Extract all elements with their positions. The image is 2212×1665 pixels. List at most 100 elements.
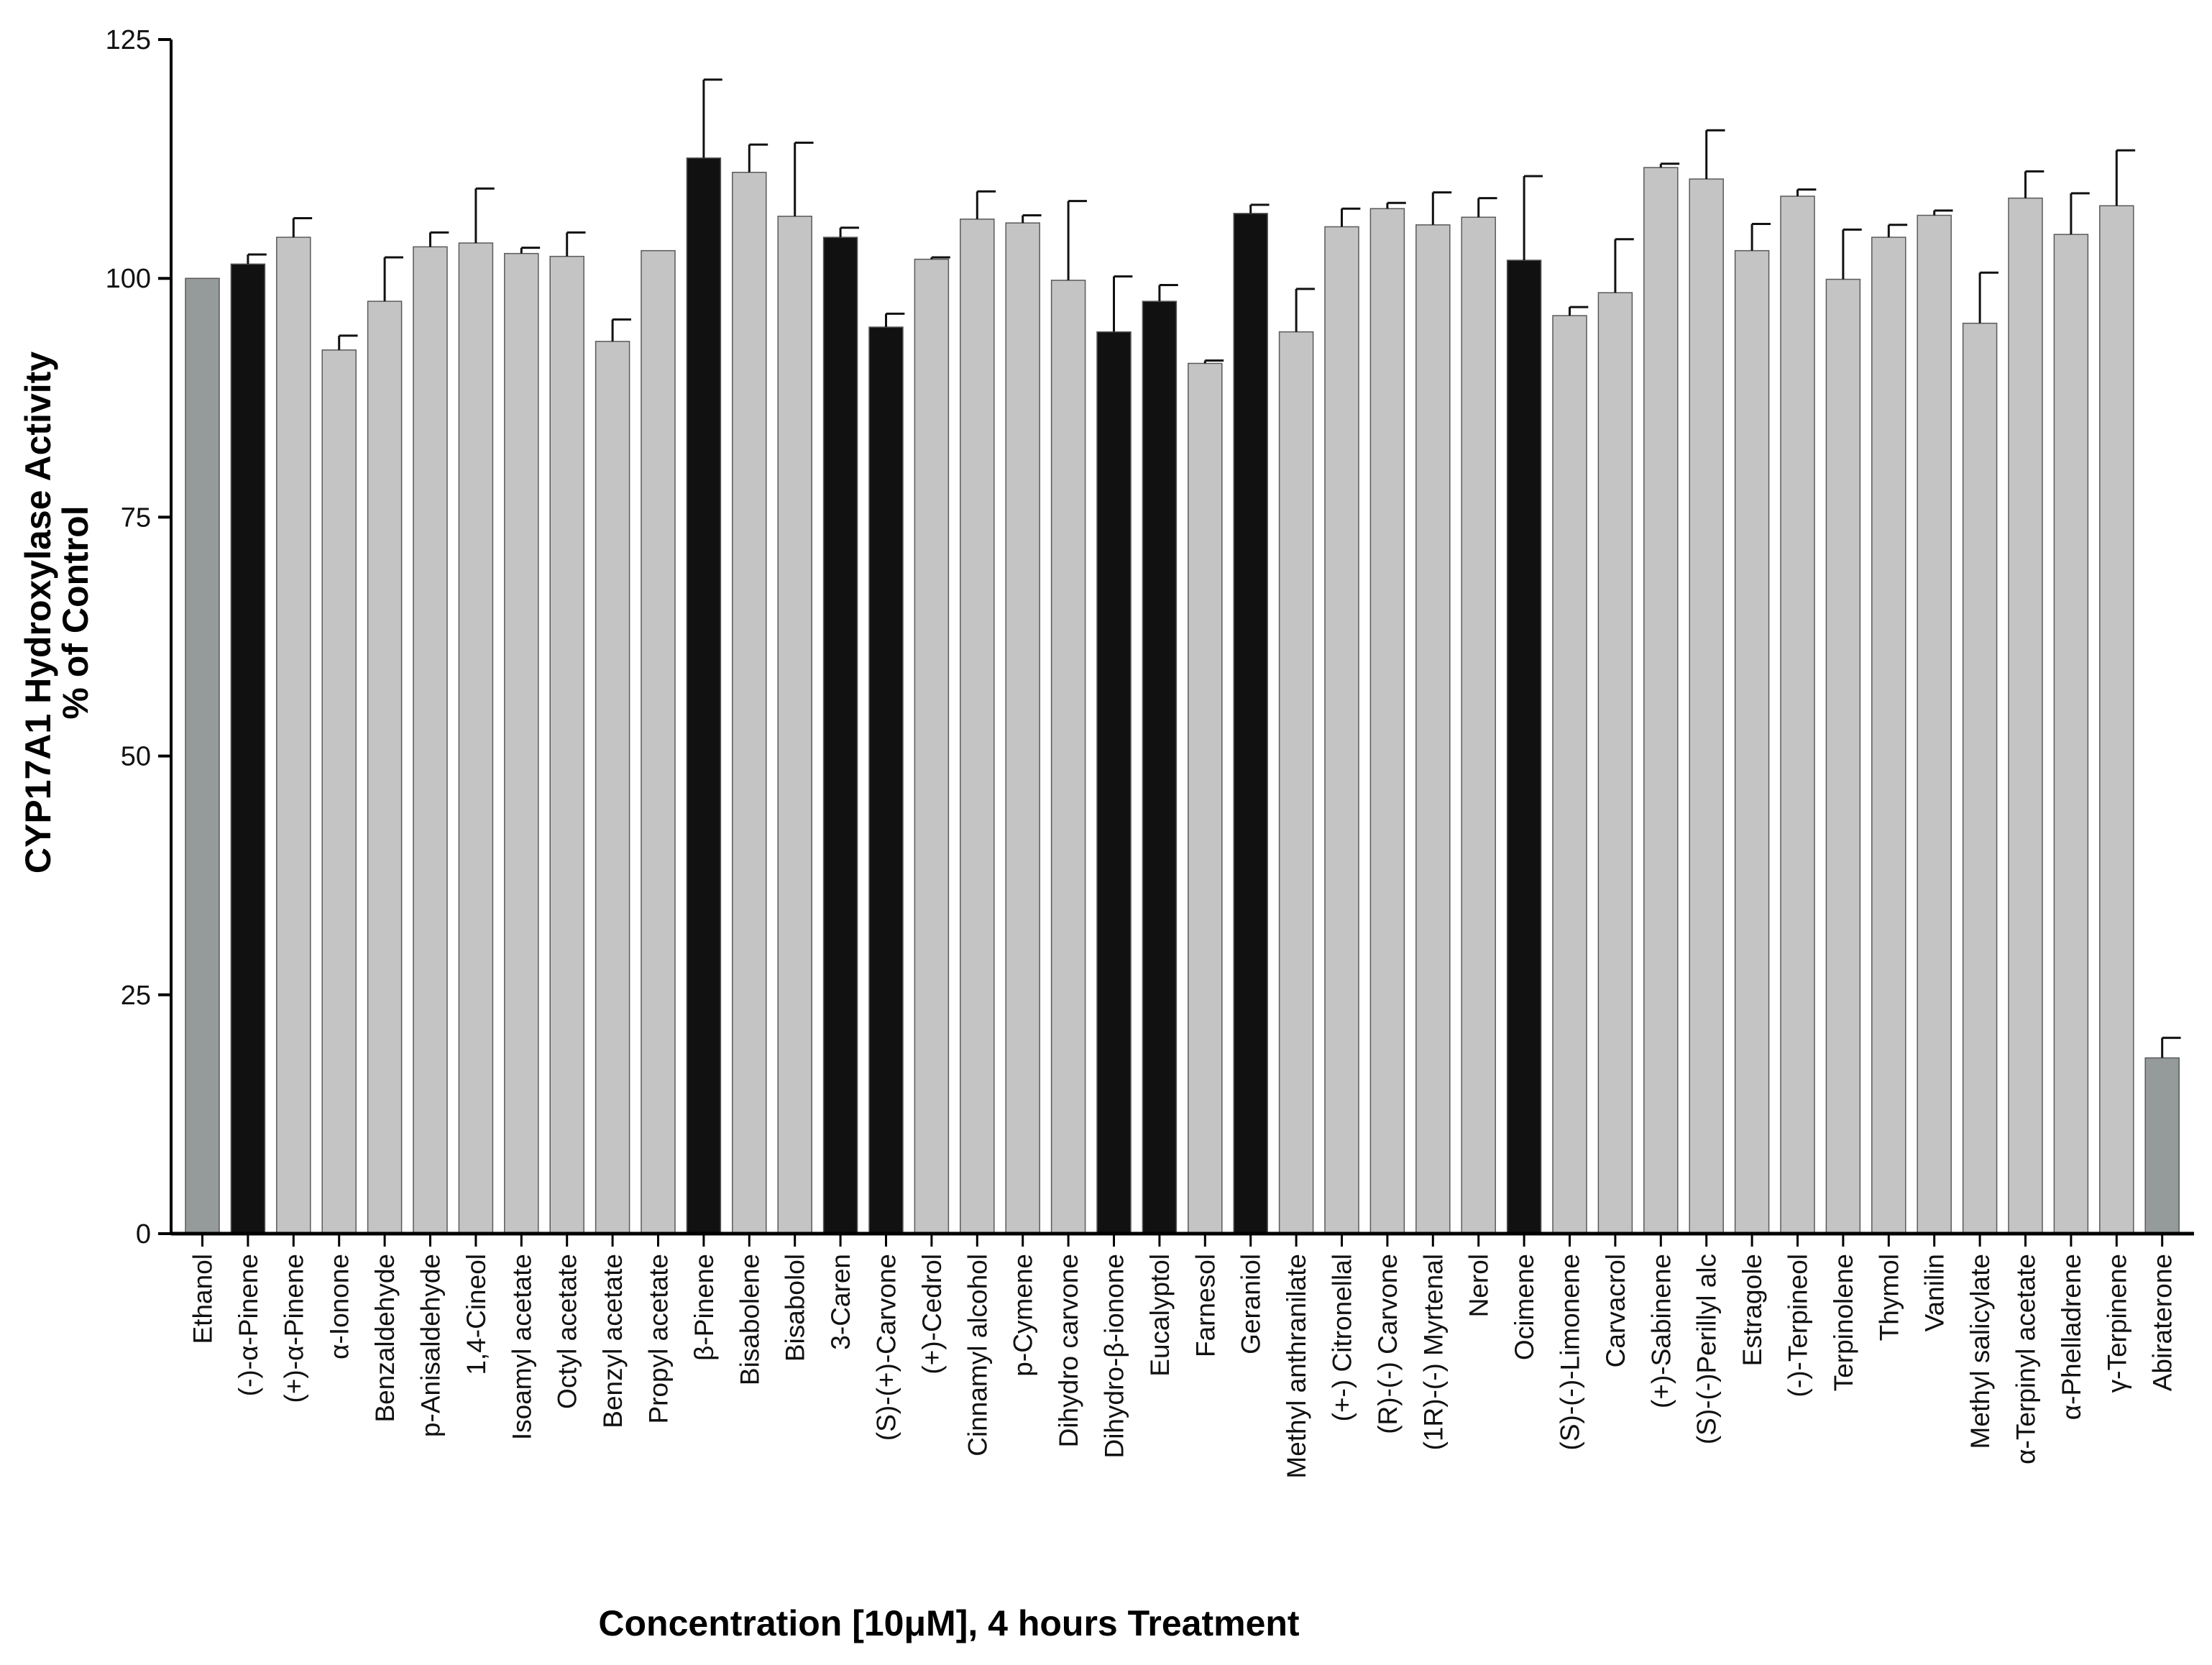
bar <box>1780 196 1815 1234</box>
bar <box>1096 331 1132 1234</box>
x-tick-label: 3-Caren <box>826 1254 855 1350</box>
bar <box>732 171 767 1234</box>
x-tick-label: Ethanol <box>188 1254 218 1344</box>
bar <box>1917 214 1952 1234</box>
bar <box>2099 205 2134 1234</box>
bar <box>367 301 403 1234</box>
x-tick-label: Methyl salicylate <box>1965 1254 1995 1449</box>
x-tick-label: p-Anisaldehyde <box>416 1254 446 1437</box>
bar <box>230 263 266 1234</box>
bar <box>1233 213 1268 1234</box>
x-tick-label: Isoamyl acetate <box>507 1254 536 1440</box>
x-tick-label: Carvacrol <box>1601 1254 1630 1367</box>
x-tick-label: Methyl anthranilate <box>1282 1254 1311 1479</box>
x-tick-label: Ocimene <box>1510 1254 1539 1360</box>
bar <box>641 249 676 1234</box>
y-axis: 0 25 50 75 100 125 <box>106 25 173 1249</box>
x-tick-label: (-)-Terpineol <box>1784 1254 1813 1397</box>
x-tick-label: (S)-(+)-Carvone <box>872 1254 901 1441</box>
x-tick-label: Dihydro-β-ionone <box>1100 1254 1129 1459</box>
x-tick-label: Thymol <box>1874 1254 1904 1341</box>
x-tick-label: Geraniol <box>1236 1254 1266 1354</box>
x-tick-label: α-Ionone <box>325 1254 354 1359</box>
x-tick-label: (R)-(-) Carvone <box>1373 1254 1403 1434</box>
x-tick-label: (1R)-(-) Myrtenal <box>1418 1254 1448 1450</box>
x-tick-label: Estragole <box>1738 1254 1767 1366</box>
bar <box>1506 260 1542 1234</box>
bar <box>1825 278 1861 1234</box>
x-tick-label: (+)-Cedrol <box>917 1254 947 1375</box>
x-tick-label: 1,4-Cineol <box>462 1254 491 1375</box>
y-tick-label: 75 <box>121 503 151 533</box>
bar <box>1188 362 1223 1234</box>
bar <box>1552 315 1587 1234</box>
bar <box>868 326 904 1234</box>
x-tick-label: Octyl acetate <box>553 1254 582 1409</box>
bar <box>458 242 494 1234</box>
bar <box>1278 331 1314 1234</box>
bar <box>686 157 722 1234</box>
bar <box>2053 234 2089 1234</box>
bar <box>1689 178 1724 1234</box>
bars <box>185 78 2181 1234</box>
x-tick-label: Dihydro carvone <box>1054 1254 1083 1447</box>
x-tick-label: Cinnamyl alcohol <box>963 1254 992 1457</box>
y-tick-label: 25 <box>121 981 151 1011</box>
bar <box>2144 1057 2180 1234</box>
bar <box>549 255 584 1234</box>
bar <box>504 252 539 1234</box>
x-tick-label: Eucalyptol <box>1145 1254 1175 1377</box>
bar <box>2008 197 2043 1234</box>
x-tick-label: (+)-Sabinene <box>1646 1254 1676 1408</box>
bar <box>1597 292 1633 1234</box>
x-tick-label: α-Phelladrene <box>2057 1254 2086 1420</box>
x-tick-label: Vanilin <box>1920 1254 1950 1331</box>
bar <box>413 246 448 1234</box>
bar <box>1461 216 1496 1234</box>
bar <box>1050 280 1086 1234</box>
bar <box>777 216 812 1234</box>
bar <box>1142 301 1178 1234</box>
x-tick-label: β-Pinene <box>689 1254 719 1361</box>
x-tick-label: Benzyl acetate <box>598 1254 628 1428</box>
x-tick-label: Nerol <box>1464 1254 1494 1317</box>
y-axis-title-line2: % of Control <box>55 505 96 719</box>
x-tick-label: Abiraterone <box>2148 1254 2177 1391</box>
bar <box>960 219 995 1234</box>
bar <box>1962 322 1998 1234</box>
bar <box>1005 222 1040 1234</box>
y-tick-label: 50 <box>121 742 151 772</box>
bar <box>914 258 950 1234</box>
x-tick-label: Benzaldehyde <box>370 1254 400 1423</box>
x-tick-label: α-Terpinyl acetate <box>2011 1254 2041 1464</box>
bar <box>1871 237 1906 1234</box>
x-axis: Ethanol (-)-α-Pinene (+)-α-Pinene α-Ionone B… <box>171 1231 2194 1479</box>
x-tick-label: γ-Terpinene <box>2102 1254 2131 1393</box>
x-tick-label: (S)-(-)Perillyl alc <box>1692 1254 1722 1444</box>
x-tick-label: (+-) Citronellal <box>1328 1254 1357 1421</box>
bar <box>276 237 311 1234</box>
x-tick-label: (S)-(-)-Limonene <box>1556 1254 1585 1450</box>
x-tick-label: Farnesol <box>1190 1254 1220 1357</box>
y-axis-title-line1: CYP17A1 Hydroxylase Activity <box>18 352 58 873</box>
x-tick-label: Terpinolene <box>1829 1254 1858 1391</box>
x-axis-title: Concentration [10μM], 4 hours Treatment <box>598 1603 1300 1643</box>
bar <box>1324 226 1359 1234</box>
bar <box>822 237 858 1234</box>
y-tick-label: 0 <box>136 1219 151 1249</box>
bar <box>1369 208 1405 1234</box>
bar <box>1643 167 1679 1234</box>
bar <box>1734 249 1770 1234</box>
y-tick-label: 125 <box>106 25 151 55</box>
x-tick-label: (-)-α-Pinene <box>234 1254 263 1396</box>
bar <box>1415 224 1451 1234</box>
x-tick-label: Bisabolol <box>781 1254 810 1362</box>
bar <box>185 278 220 1234</box>
bar <box>321 349 357 1234</box>
x-tick-label: p-Cymene <box>1009 1254 1038 1377</box>
bar <box>595 341 630 1234</box>
y-tick-label: 100 <box>106 264 151 294</box>
x-tick-label: Bisabolene <box>735 1254 764 1385</box>
x-tick-label: Propyl acetate <box>644 1254 674 1424</box>
